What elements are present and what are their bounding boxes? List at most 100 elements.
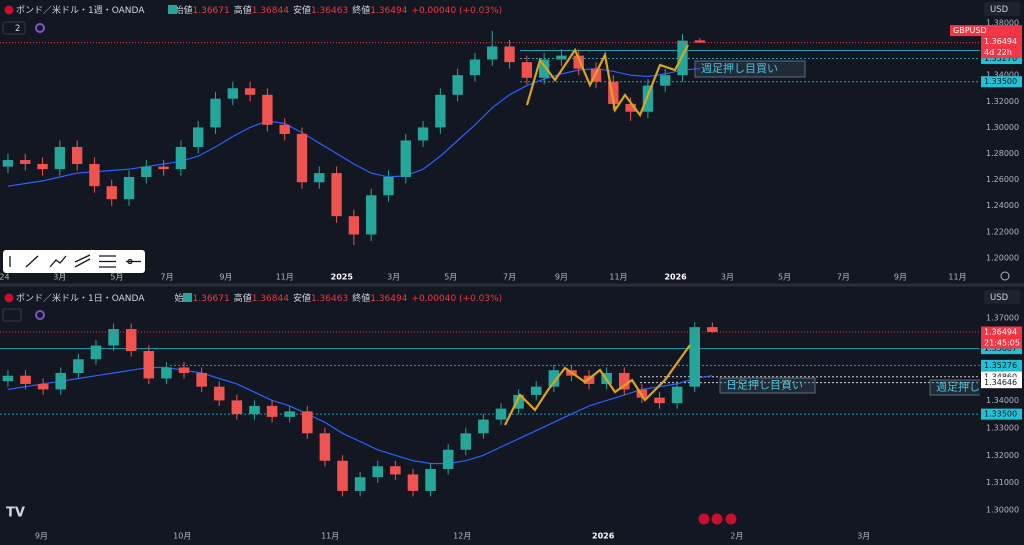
candle-body: [504, 46, 515, 63]
y-tick-label: 1.32000: [986, 451, 1019, 460]
candle-body: [54, 146, 66, 170]
y-tick-label: 1.26000: [986, 175, 1019, 184]
currency[interactable]: USD: [990, 5, 1009, 15]
candle-body: [2, 375, 14, 382]
moving-average: [7, 366, 713, 465]
value: 1.36671: [193, 294, 230, 304]
candle-body: [125, 329, 137, 352]
event-icons[interactable]: [698, 513, 737, 525]
change: +0.00040 (+0.03%): [411, 294, 502, 304]
candle-body: [548, 370, 560, 387]
drawing-toolbar: [3, 250, 145, 273]
daily-axis: 1.370001.360001.350001.340001.330001.320…: [981, 314, 1022, 515]
candle-body: [89, 163, 100, 187]
candle-body: [302, 411, 313, 434]
candle-body: [143, 351, 155, 379]
toolbar-icons[interactable]: [9, 254, 141, 268]
indicator-icon: [35, 310, 45, 320]
label: 安値: [293, 292, 311, 304]
candle-body: [689, 327, 700, 387]
y-tick-label: 1.32000: [986, 97, 1019, 106]
level-label-bg: [981, 343, 1022, 355]
price-label: 21:45:05: [984, 338, 1020, 347]
market-icon: [183, 293, 192, 302]
level-label: 1.33500: [984, 410, 1017, 419]
x-tick-label: 2026: [664, 273, 687, 282]
value: 1.36463: [311, 294, 348, 304]
candle-body: [37, 163, 48, 170]
zigzag-drawing: [525, 44, 689, 118]
label: 安値: [293, 4, 311, 16]
x-tick-label: 12月: [453, 532, 471, 541]
candle-body: [90, 345, 102, 360]
indicator-toggle[interactable]: [2, 21, 26, 35]
candle-body: [158, 166, 169, 170]
candle-body: [210, 98, 221, 128]
currency[interactable]: USD: [990, 293, 1009, 303]
price-label: 1.36494: [984, 327, 1017, 336]
candle-body: [348, 216, 360, 235]
candle-body: [141, 166, 152, 178]
level-label: 1.35276: [984, 361, 1017, 370]
candle-body: [55, 372, 67, 390]
y-tick-label: 1.24000: [986, 201, 1019, 210]
candle-body: [227, 88, 238, 99]
x-tick-label: 10月: [173, 532, 191, 541]
x-tick-label: 11月: [609, 273, 627, 282]
candle-body: [425, 468, 436, 491]
level-label-bg: [981, 76, 1022, 88]
candle-body: [244, 88, 256, 95]
label: 終値: [352, 4, 370, 16]
x-tick-label: 7月: [503, 273, 516, 282]
candle-body: [193, 127, 204, 147]
candle-body: [538, 59, 550, 78]
candle-body: [452, 75, 463, 95]
candle-body: [106, 186, 117, 200]
candle-body: [642, 85, 654, 112]
market-icon: [168, 5, 177, 14]
candle-body: [331, 173, 342, 217]
indicator-count[interactable]: 2: [15, 24, 20, 34]
candle-body: [671, 386, 683, 404]
legend-daily: ポンド／米ドル・1日・OANDA始値1.36671高値1.36844安値1.36…: [16, 292, 502, 304]
currency-button[interactable]: [984, 2, 1020, 16]
y-tick-label: 1.34000: [986, 71, 1019, 80]
value: 1.36844: [252, 6, 289, 16]
annotation-box: [719, 377, 816, 394]
candle-body: [660, 75, 671, 86]
candle-body: [213, 386, 225, 401]
price-label-bg: [981, 36, 1022, 48]
indicator-icon: [35, 23, 45, 33]
candle-body: [654, 397, 665, 404]
candle-body: [469, 59, 481, 76]
label: 始値: [174, 4, 192, 16]
title: ポンド／米ドル・1日・OANDA: [16, 292, 145, 304]
label: 高値: [234, 4, 252, 16]
x-tick-label: 2月: [730, 532, 743, 541]
value: 1.36671: [193, 6, 230, 16]
x-tick-label: 9月: [555, 273, 568, 282]
candle-body: [487, 46, 498, 60]
candle-body: [383, 177, 394, 196]
annotation-text: 週足押し目買い: [701, 61, 778, 75]
currency-button[interactable]: [984, 290, 1020, 304]
candle-body: [178, 367, 190, 373]
candle-body: [279, 124, 290, 134]
label: 高値: [234, 292, 252, 304]
y-tick-label: 1.30000: [986, 123, 1019, 132]
flag-icon: [4, 5, 14, 15]
collapse-toggle[interactable]: [2, 308, 22, 322]
x-tick-label: 3月: [857, 532, 870, 541]
candle-body: [161, 367, 172, 379]
candle-body: [73, 359, 84, 373]
settings-icon[interactable]: [1000, 271, 1010, 281]
x-tick-label: 9月: [35, 532, 48, 541]
candle-body: [478, 419, 489, 434]
candle-body: [365, 195, 377, 235]
x-tick-label: 9月: [219, 273, 232, 282]
candle-body: [71, 146, 83, 164]
level-label-bg: [981, 371, 1022, 383]
x-tick-label: 24: [0, 273, 10, 282]
